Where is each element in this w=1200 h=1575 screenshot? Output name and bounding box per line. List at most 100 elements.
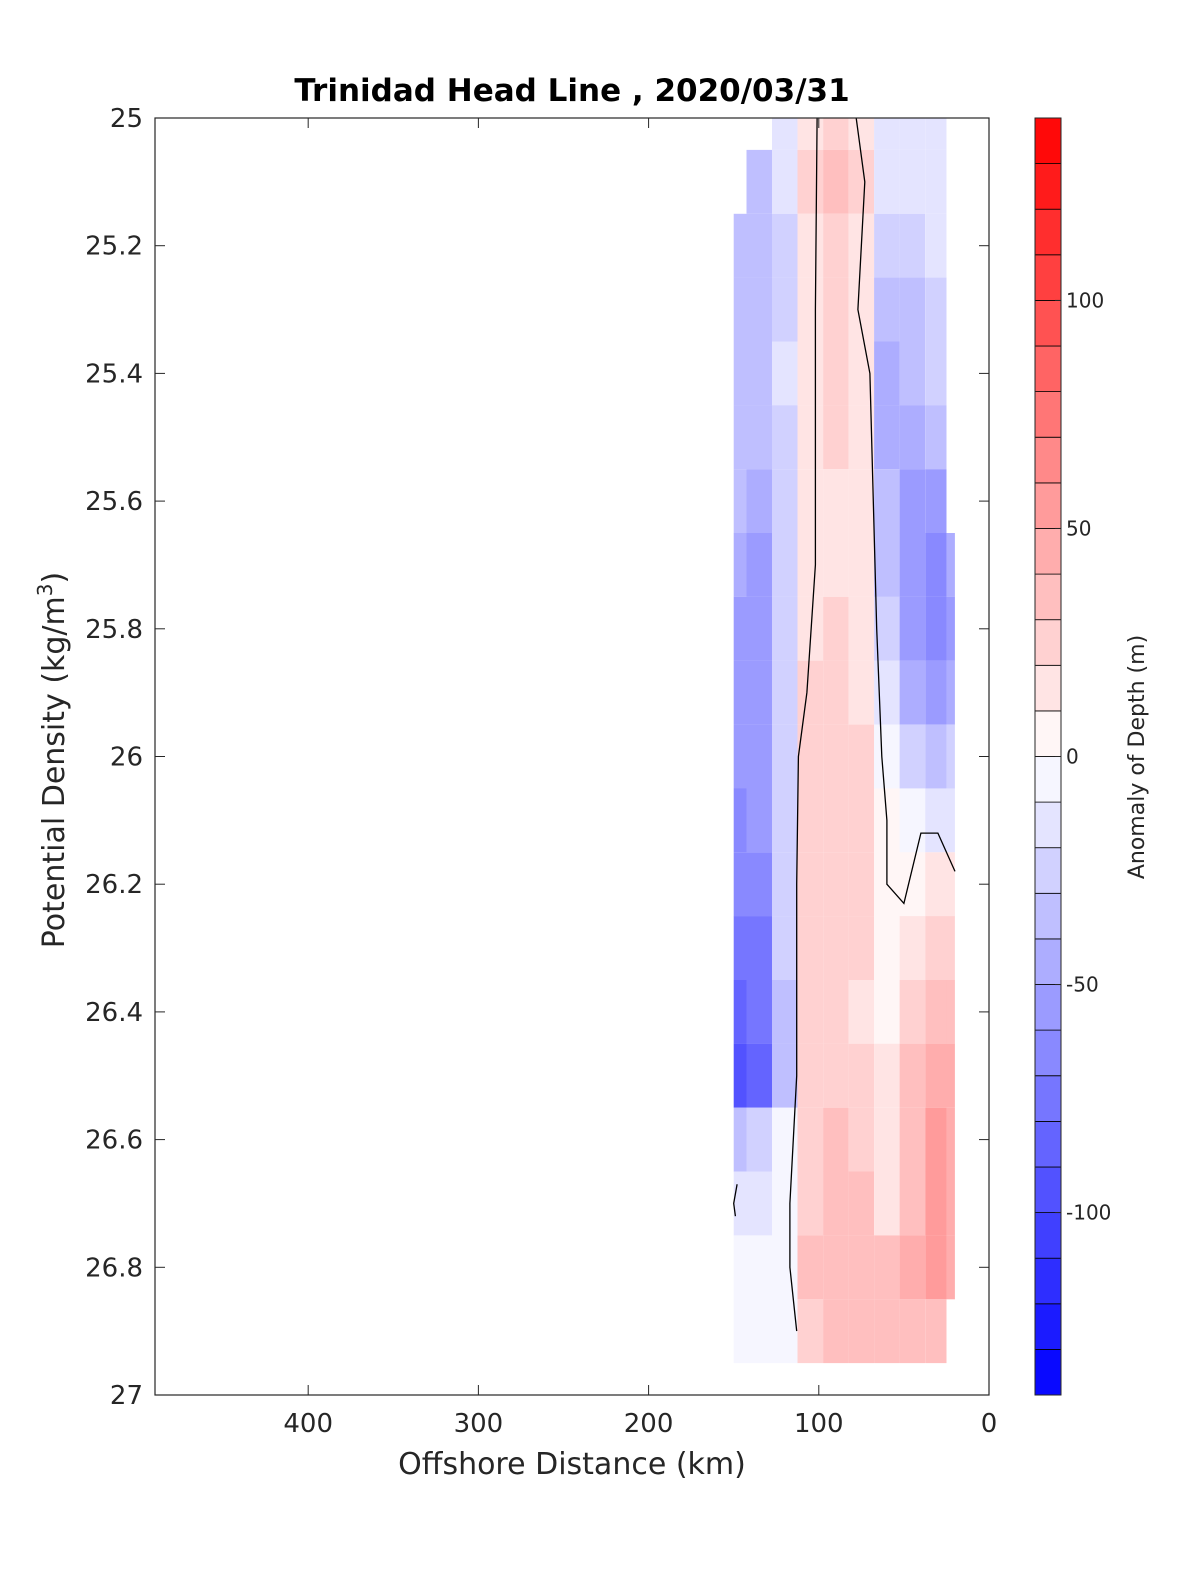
anomaly-cell (823, 596, 849, 661)
anomaly-cell (946, 596, 955, 661)
anomaly-cell (848, 1299, 875, 1364)
anomaly-cell (925, 788, 947, 853)
anomaly-fill (733, 118, 955, 1364)
anomaly-cell (899, 1235, 926, 1300)
anomaly-cell (797, 1107, 823, 1172)
anomaly-cell (874, 980, 900, 1044)
anomaly-cell (874, 724, 900, 789)
anomaly-cell (848, 788, 875, 853)
anomaly-cell (823, 405, 849, 470)
anomaly-cell (746, 660, 772, 725)
anomaly-cell (746, 980, 772, 1044)
anomaly-cell (772, 980, 798, 1044)
colorbar-level (1034, 1349, 1062, 1396)
anomaly-cell (823, 341, 849, 406)
zero-contour (733, 117, 956, 1332)
anomaly-cell (733, 788, 747, 853)
anomaly-cell (797, 1299, 823, 1364)
anomaly-cell (899, 149, 926, 214)
anomaly-cell (797, 660, 823, 725)
anomaly-cell (874, 1107, 900, 1172)
anomaly-cell (733, 1299, 747, 1364)
anomaly-cell (797, 469, 823, 534)
anomaly-cell (746, 1235, 772, 1300)
anomaly-cell (925, 277, 947, 342)
anomaly-cell (899, 916, 926, 980)
colorbar: 100 50 0 -50 -100 (1034, 117, 1111, 1396)
anomaly-cell (899, 1043, 926, 1108)
anomaly-cell (925, 1235, 947, 1300)
anomaly-cell (946, 533, 955, 597)
anomaly-cell (746, 533, 772, 597)
colorbar-level (1034, 1166, 1062, 1213)
anomaly-cell (848, 852, 875, 917)
colorbar-level (1034, 391, 1062, 438)
anomaly-cell (899, 788, 926, 853)
anomaly-cell (797, 916, 823, 980)
anomaly-cell (874, 533, 900, 597)
y-tick-label: 26.6 (85, 1126, 143, 1156)
colorbar-tick-label: -50 (1066, 973, 1099, 997)
anomaly-cell (772, 341, 798, 406)
anomaly-cell (899, 405, 926, 470)
anomaly-cell (899, 341, 926, 406)
anomaly-cell (772, 1171, 798, 1236)
colorbar-level (1034, 528, 1062, 575)
colorbar-level (1034, 710, 1062, 757)
anomaly-cell (797, 533, 823, 597)
anomaly-cell (823, 1299, 849, 1364)
anomaly-cell (874, 1299, 900, 1364)
anomaly-cell (797, 1171, 823, 1236)
anomaly-cell (733, 1043, 747, 1108)
anomaly-cell (823, 1107, 849, 1172)
colorbar-level (1034, 299, 1062, 347)
colorbar-level (1034, 436, 1062, 484)
colorbar-level (1034, 664, 1062, 712)
anomaly-cell (823, 149, 849, 214)
colorbar-level (1034, 892, 1062, 940)
y-tick-label: 25 (110, 104, 143, 134)
anomaly-cell (925, 1299, 947, 1364)
anomaly-cell (874, 1043, 900, 1108)
x-tick-label: 100 (794, 1409, 844, 1439)
anomaly-cell (746, 1043, 772, 1108)
anomaly-cell (797, 980, 823, 1044)
anomaly-cell (746, 724, 772, 789)
anomaly-cell (746, 469, 772, 534)
anomaly-cell (823, 660, 849, 725)
zero-contour-line (733, 1184, 738, 1217)
y-tick-label: 26 (110, 743, 143, 773)
y-tick-label: 25.2 (85, 232, 143, 262)
colorbar-level (1034, 847, 1062, 894)
anomaly-cell (823, 1043, 849, 1108)
anomaly-cell (797, 277, 823, 342)
anomaly-cell (772, 469, 798, 534)
zero-contour-line (855, 117, 956, 905)
anomaly-cell (848, 916, 875, 980)
anomaly-cell (946, 1043, 955, 1108)
anomaly-cell (946, 660, 955, 725)
anomaly-cell (733, 724, 747, 789)
anomaly-cell (925, 1107, 947, 1172)
anomaly-cell (823, 118, 849, 150)
chart-title: Trinidad Head Line , 2020/03/31 (294, 73, 849, 109)
anomaly-cell (848, 1043, 875, 1108)
colorbar-level (1034, 345, 1062, 392)
y-axis-ticks: 25 25.2 25.4 25.6 25.8 26 26.2 26.4 26.6 26.8 27 (85, 104, 989, 1411)
colorbar-label: Anomaly of Depth (m) (1125, 635, 1150, 879)
anomaly-cell (899, 852, 926, 917)
y-tick-label: 25.8 (85, 615, 143, 645)
anomaly-cell (772, 277, 798, 342)
anomaly-cell (946, 788, 955, 853)
anomaly-cell (899, 469, 926, 534)
anomaly-cell (733, 213, 747, 278)
anomaly-cell (848, 1171, 875, 1236)
anomaly-cell (925, 596, 947, 661)
colorbar-level (1034, 117, 1062, 164)
anomaly-cell (925, 213, 947, 278)
anomaly-cell (797, 852, 823, 917)
anomaly-cell (848, 724, 875, 789)
x-tick-label: 300 (454, 1409, 504, 1439)
anomaly-cell (848, 980, 875, 1044)
anomaly-cell (899, 596, 926, 661)
